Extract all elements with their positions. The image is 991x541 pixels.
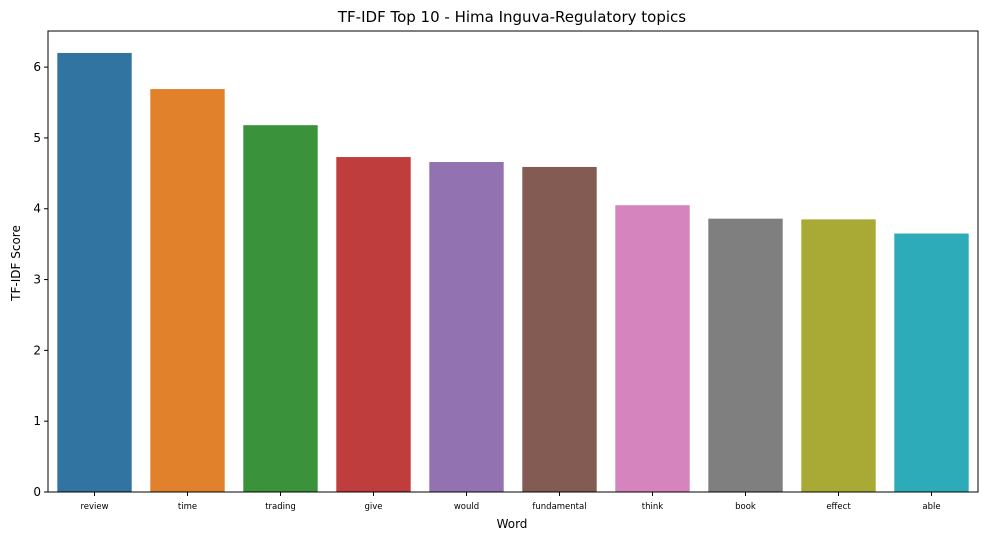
x-tick-label: fundamental bbox=[532, 502, 586, 512]
x-tick-label: time bbox=[178, 502, 197, 512]
x-tick-label: trading bbox=[265, 502, 296, 512]
bar-book bbox=[708, 218, 783, 492]
x-tick-label: able bbox=[922, 502, 940, 512]
x-tick-label: would bbox=[454, 502, 479, 512]
bar-fundamental bbox=[522, 166, 597, 492]
bar-give bbox=[336, 157, 411, 493]
plot-frame bbox=[47, 30, 979, 493]
y-tick-label: 0 bbox=[33, 485, 41, 499]
bar-think bbox=[615, 205, 690, 492]
x-tick-label: effect bbox=[826, 502, 851, 512]
y-tick-label: 2 bbox=[33, 343, 41, 357]
y-tick-label: 6 bbox=[33, 60, 41, 74]
y-tick-label: 1 bbox=[33, 414, 41, 428]
bar-would bbox=[429, 162, 504, 492]
x-tick-label: review bbox=[80, 502, 108, 512]
bar-able bbox=[894, 233, 969, 492]
y-tick-label: 3 bbox=[33, 273, 41, 287]
x-tick-label: book bbox=[735, 502, 756, 512]
x-tick-label: give bbox=[364, 502, 382, 512]
bar-trading bbox=[243, 125, 318, 493]
chart-title: TF-IDF Top 10 - Hima Inguva-Regulatory t… bbox=[337, 8, 686, 26]
x-axis-label: Word bbox=[497, 517, 528, 531]
y-tick-label: 4 bbox=[33, 202, 41, 216]
plot-area: 0 1 2 3 4 5 6 review time trading give would fundame… bbox=[33, 30, 979, 512]
x-tick-label: think bbox=[642, 502, 663, 512]
bar-review bbox=[57, 52, 132, 492]
bar-effect bbox=[801, 219, 876, 492]
bar-time bbox=[150, 89, 225, 492]
y-tick-label: 5 bbox=[33, 131, 41, 145]
y-axis-label: TF-IDF Score bbox=[9, 225, 23, 302]
